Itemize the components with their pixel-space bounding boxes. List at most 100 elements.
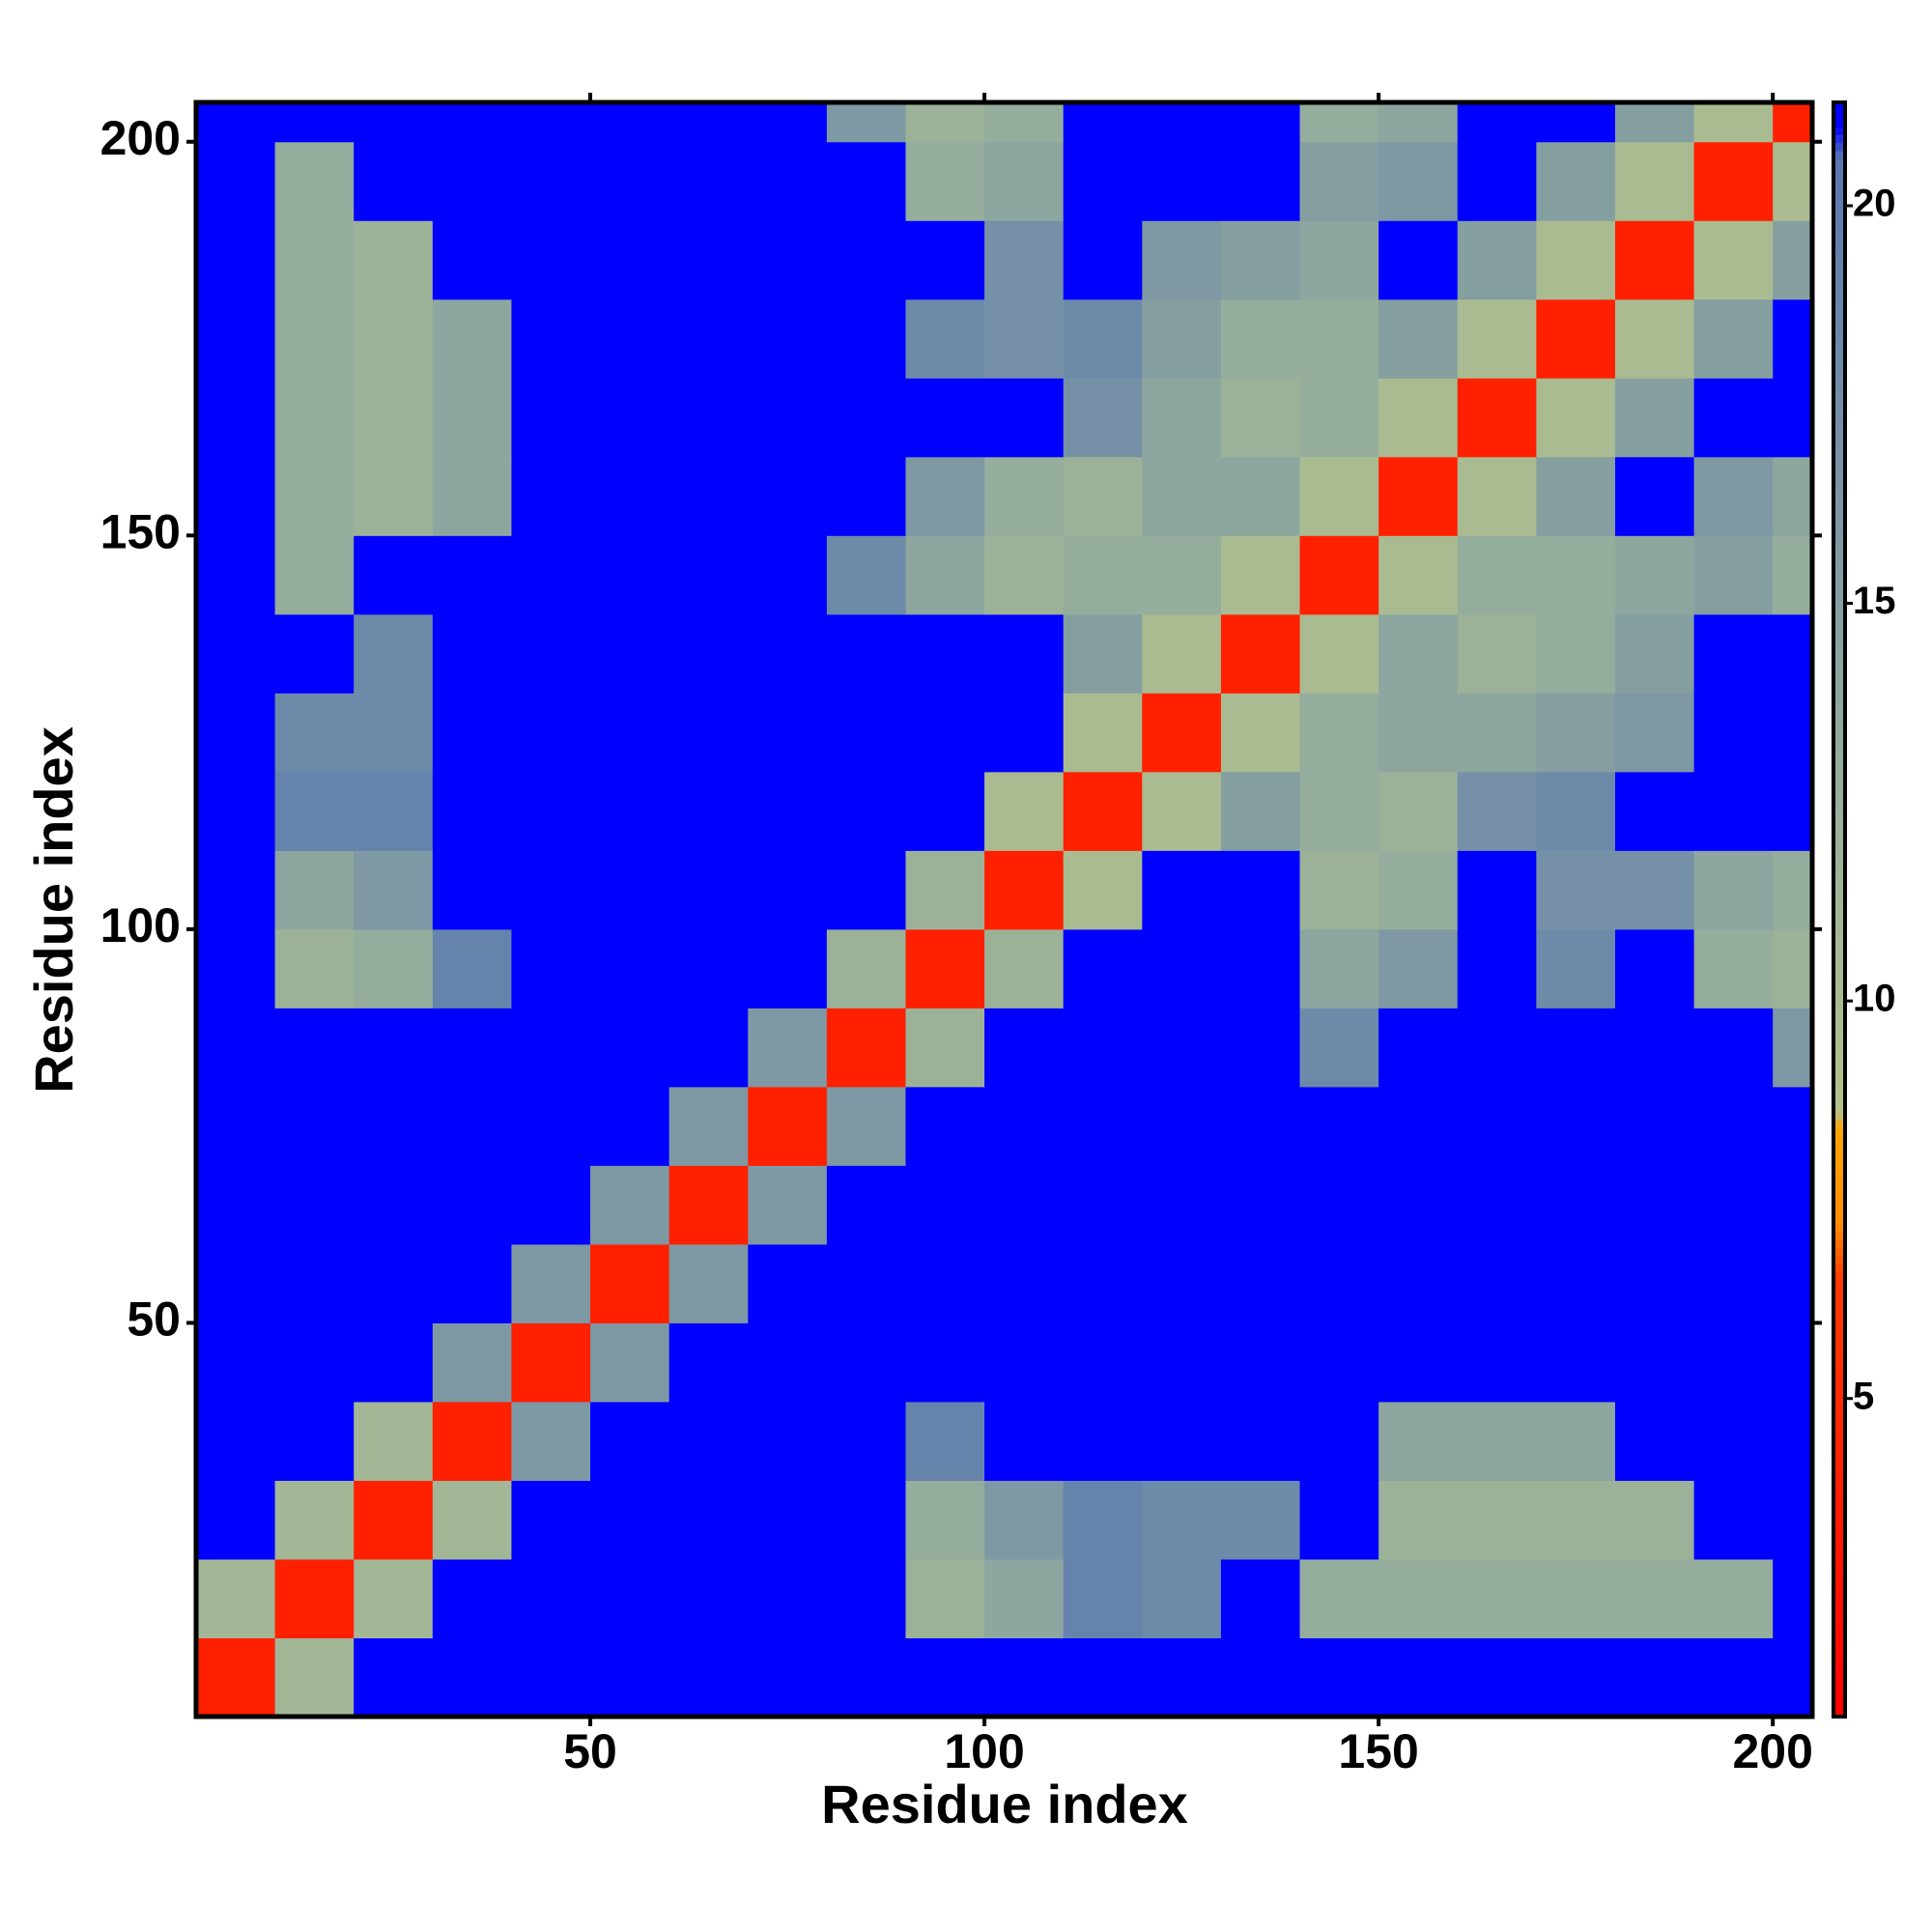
heatmap-cell (590, 693, 670, 773)
heatmap-cell (590, 298, 670, 379)
heatmap-cell (274, 1322, 355, 1403)
heatmap-cell (1457, 1322, 1537, 1403)
heatmap-cell (1693, 1401, 1774, 1481)
heatmap-cell (668, 1637, 749, 1718)
colorbar-segment (1833, 981, 1845, 991)
heatmap-cell (668, 693, 749, 773)
colorbar-segment (1833, 1183, 1845, 1193)
colorbar-segment (1833, 377, 1845, 385)
heatmap-cell (1457, 378, 1537, 458)
colorbar-segment (1833, 223, 1845, 233)
heatmap-cell (1378, 1558, 1459, 1638)
x-tick-label: 50 (563, 1724, 617, 1778)
colorbar-segment (1833, 1667, 1845, 1677)
colorbar-tick-label: 20 (1853, 183, 1896, 225)
colorbar-segment (1833, 659, 1845, 668)
heatmap-cell (274, 1165, 355, 1245)
heatmap-cell (1142, 928, 1222, 1009)
colorbar-segment (1833, 1547, 1845, 1556)
heatmap-cell (432, 1480, 512, 1560)
colorbar-segment (1833, 214, 1845, 224)
heatmap-cell (1536, 298, 1616, 379)
colorbar-segment (1833, 691, 1845, 700)
colorbar-segment (1833, 1046, 1845, 1056)
colorbar-segment (1833, 1176, 1845, 1185)
heatmap-cell (748, 1243, 828, 1323)
heatmap-cell (511, 693, 591, 773)
heatmap-cell (1614, 1637, 1695, 1718)
heatmap-cell (1693, 693, 1774, 773)
heatmap-cell (274, 613, 355, 694)
heatmap-cell (668, 102, 749, 143)
heatmap-cell (354, 693, 434, 773)
heatmap-cell (274, 102, 355, 143)
heatmap-cell (905, 613, 985, 694)
heatmap-cell (1457, 1558, 1537, 1638)
heatmap-cell (826, 1558, 906, 1638)
colorbar-segment (1833, 505, 1845, 515)
heatmap-cell (196, 693, 276, 773)
heatmap-cell (1536, 1243, 1616, 1323)
colorbar-segment (1833, 1006, 1845, 1015)
heatmap-cell (274, 850, 355, 930)
heatmap-cell (905, 456, 985, 536)
heatmap-cell (668, 456, 749, 536)
heatmap-cell (196, 1637, 276, 1718)
heatmap-cell (1220, 1243, 1301, 1323)
heatmap-cell (905, 535, 985, 615)
colorbar-segment (1833, 554, 1845, 563)
heatmap-cell (984, 771, 1065, 851)
heatmap-cell (905, 1008, 985, 1088)
heatmap-cell (826, 1008, 906, 1088)
heatmap-cell (1378, 928, 1459, 1009)
heatmap-cell (511, 1322, 591, 1403)
heatmap-cell (1142, 613, 1222, 694)
heatmap-cell (590, 102, 670, 143)
heatmap-cell (274, 1480, 355, 1560)
heatmap-cell (590, 928, 670, 1009)
heatmap-cell (432, 928, 512, 1009)
heatmap-cell (1299, 1322, 1379, 1403)
heatmap-cell (905, 1086, 985, 1166)
heatmap-cell (1142, 220, 1222, 300)
heatmap-cell (905, 298, 985, 379)
heatmap-cell (826, 535, 906, 615)
heatmap-cell (432, 298, 512, 379)
heatmap-cell (1773, 378, 1813, 458)
colorbar-segment (1833, 190, 1845, 200)
heatmap-cell (354, 1086, 434, 1166)
heatmap-cell (748, 102, 828, 143)
heatmap-cell (1063, 456, 1143, 536)
heatmap-cell (1693, 1480, 1774, 1560)
heatmap-cell (432, 850, 512, 930)
heatmap-cell (1693, 535, 1774, 615)
colorbar-segment (1833, 611, 1845, 620)
heatmap-cell (1378, 1637, 1459, 1718)
colorbar-segment (1833, 296, 1845, 305)
heatmap-cell (1457, 693, 1537, 773)
heatmap-cell (1614, 378, 1695, 458)
heatmap-cell (826, 456, 906, 536)
heatmap-cell (748, 850, 828, 930)
colorbar-segment (1833, 699, 1845, 709)
colorbar-segment (1833, 957, 1845, 967)
heatmap-cell (1063, 850, 1143, 930)
heatmap-cell (1063, 220, 1143, 300)
heatmap-cell (590, 613, 670, 694)
heatmap-cell (905, 928, 985, 1009)
heatmap-cell (905, 1322, 985, 1403)
heatmap-cell (196, 1322, 276, 1403)
colorbar-segment (1833, 127, 1845, 135)
heatmap-cell (196, 535, 276, 615)
colorbar-segment (1833, 175, 1845, 185)
heatmap-cell (1142, 1165, 1222, 1245)
colorbar-segment (1833, 868, 1845, 878)
colorbar-segment (1833, 1522, 1845, 1532)
heatmap-cell (432, 1243, 512, 1323)
colorbar-segment (1833, 134, 1845, 144)
heatmap-cell (1693, 1322, 1774, 1403)
colorbar-tick-label: 5 (1853, 1375, 1874, 1417)
heatmap-cell (1220, 1558, 1301, 1638)
heatmap-cell (511, 1165, 591, 1245)
colorbar-segment (1833, 683, 1845, 693)
